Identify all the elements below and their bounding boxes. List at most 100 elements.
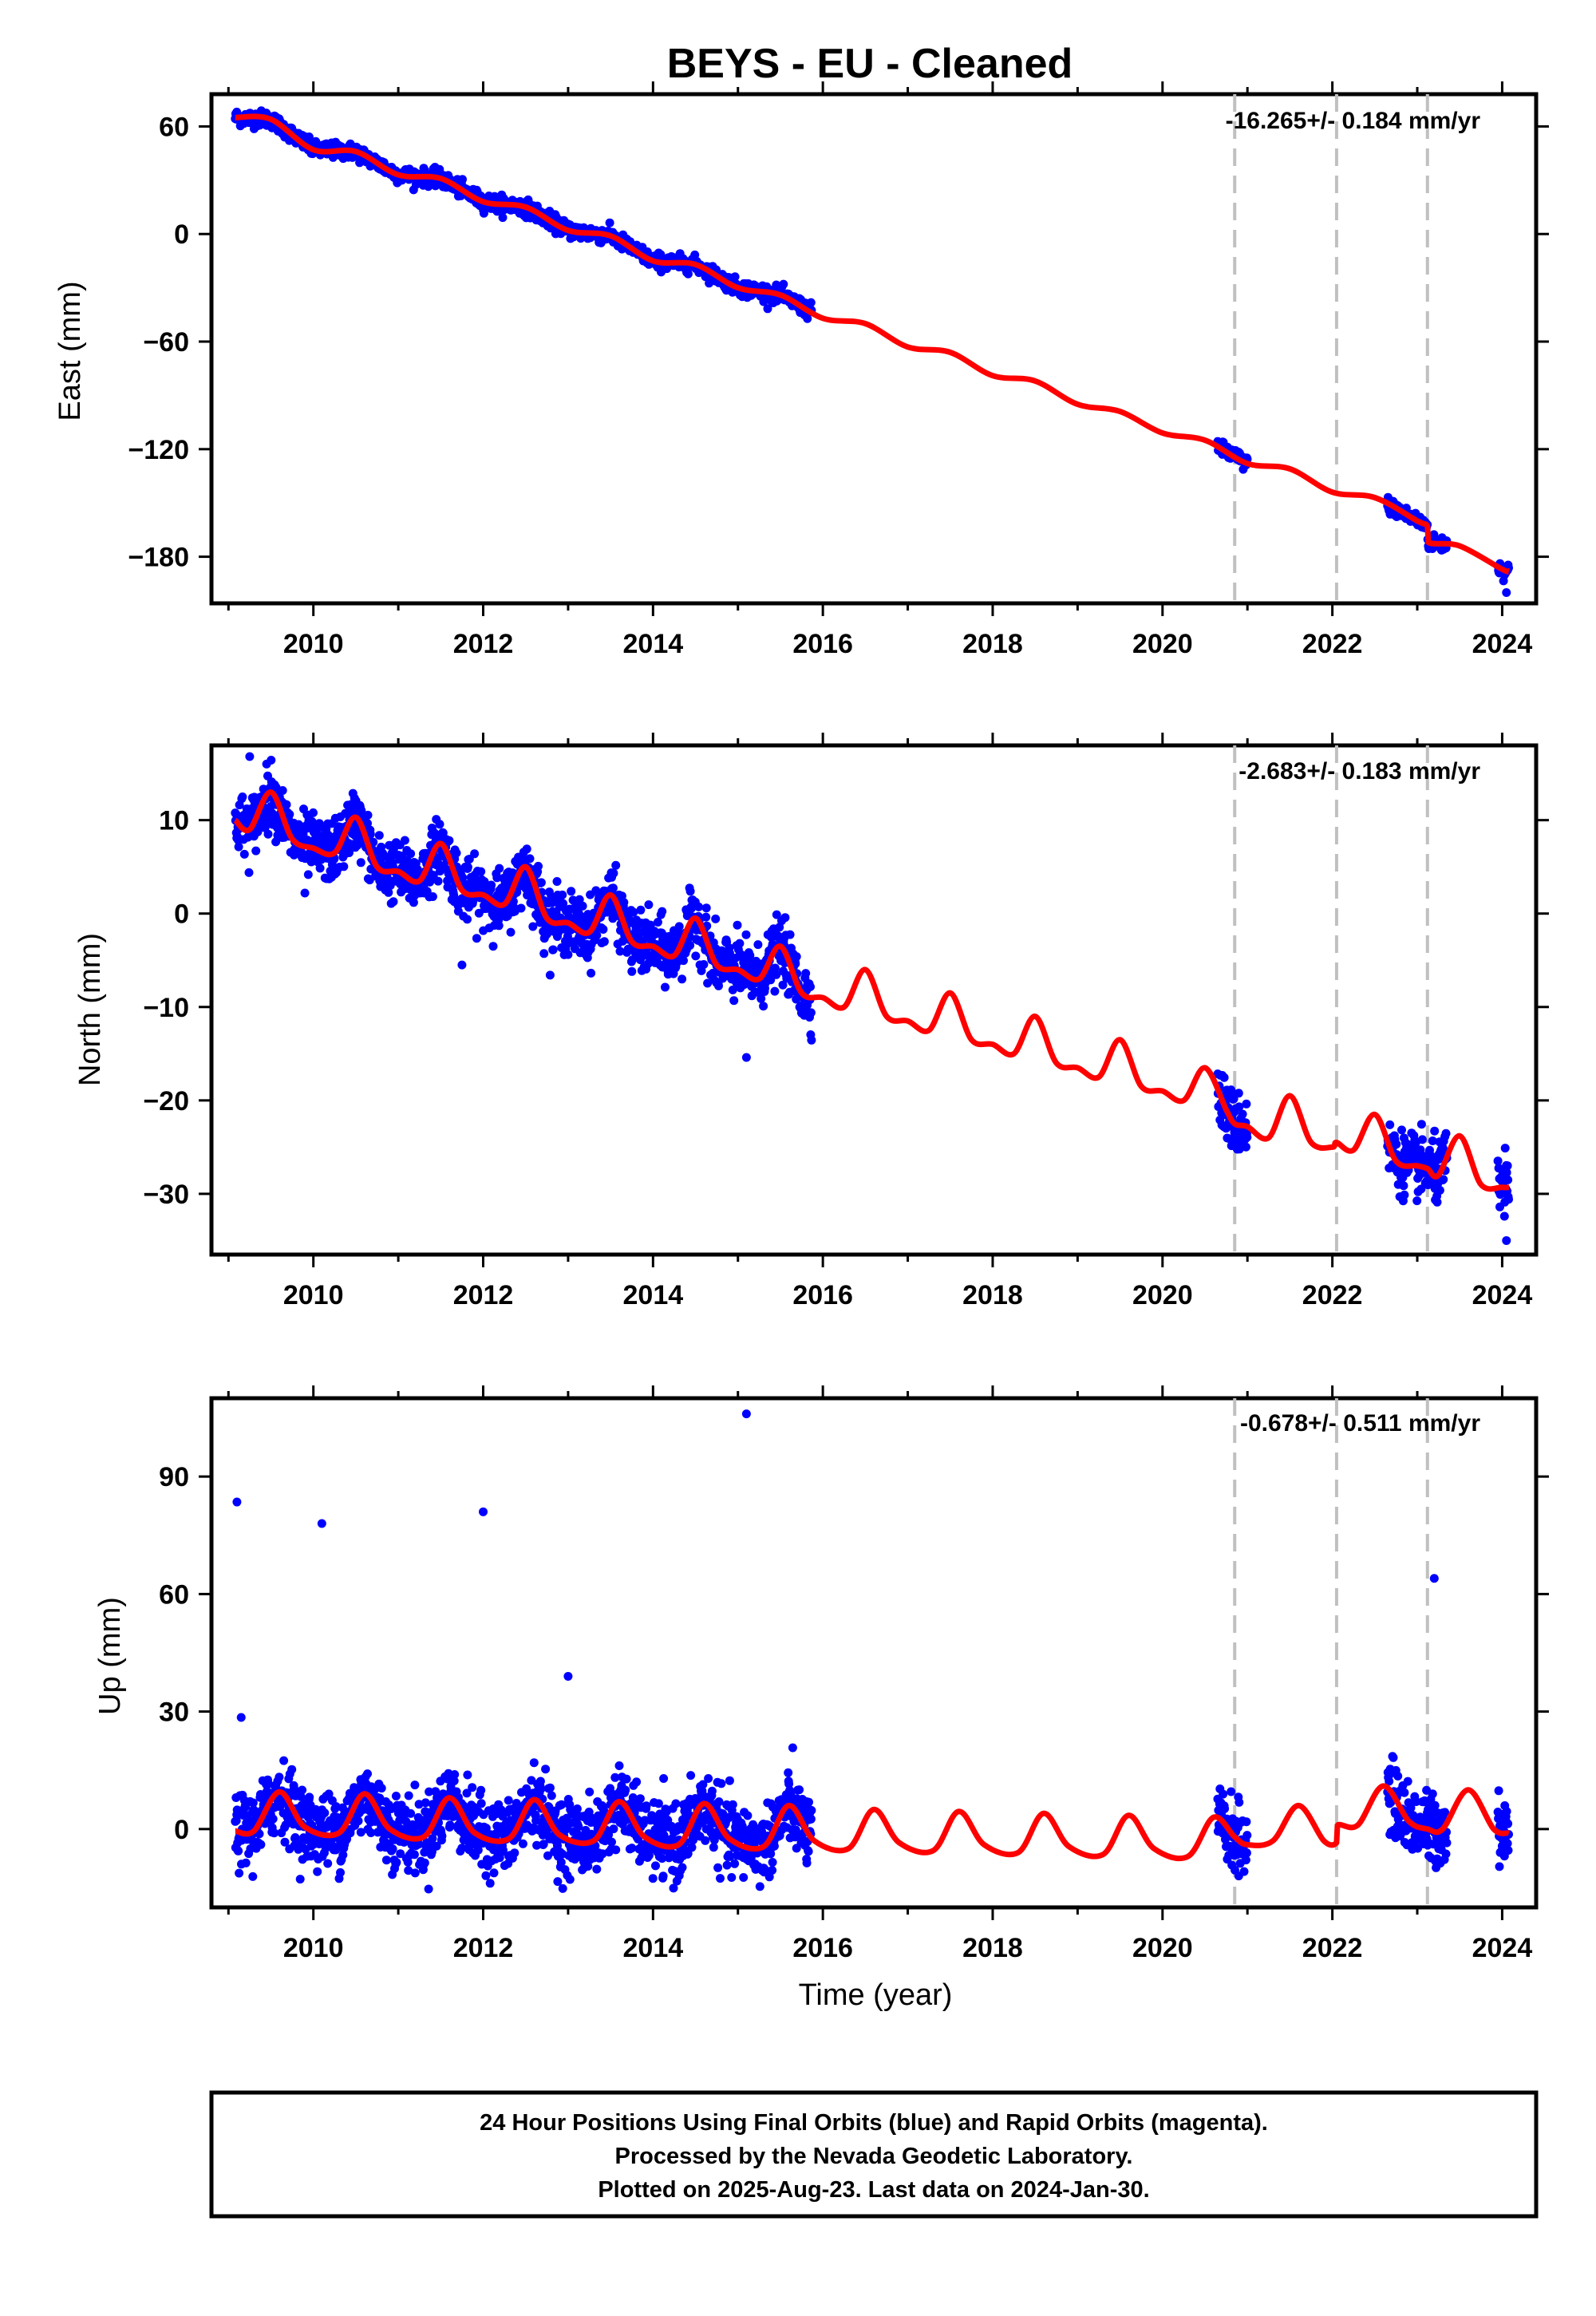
data-point — [421, 1798, 430, 1808]
data-point — [1235, 1797, 1244, 1807]
data-point — [806, 298, 816, 307]
data-point — [516, 903, 526, 913]
data-point — [396, 1849, 405, 1859]
data-point — [687, 1843, 697, 1852]
data-point — [278, 786, 287, 795]
data-point — [506, 927, 516, 937]
data-point — [1435, 1186, 1444, 1195]
data-point — [759, 1002, 768, 1011]
x-tick-label: 2024 — [1472, 1280, 1533, 1310]
data-point — [735, 939, 745, 948]
x-tick-label: 2012 — [453, 1280, 514, 1310]
data-point — [711, 914, 721, 923]
data-point — [536, 1784, 546, 1794]
data-point — [263, 829, 273, 839]
data-point — [275, 1773, 284, 1782]
data-point — [806, 1008, 816, 1018]
x-tick-label: 2022 — [1302, 629, 1363, 659]
chart-title: BEYS - EU - Cleaned — [667, 41, 1073, 87]
data-point — [552, 877, 562, 886]
data-point — [463, 915, 472, 924]
data-point — [674, 922, 684, 931]
data-point — [730, 1859, 740, 1868]
data-point — [658, 907, 667, 916]
data-point — [599, 937, 609, 947]
data-point — [449, 1777, 459, 1785]
data-point — [1392, 1140, 1401, 1149]
data-point — [1220, 1804, 1230, 1813]
data-point — [658, 1871, 668, 1881]
data-point — [476, 867, 486, 876]
data-point — [567, 887, 576, 896]
data-point — [548, 945, 558, 954]
x-tick-label: 2018 — [962, 629, 1023, 659]
y-tick-label: −30 — [143, 1180, 189, 1210]
y-tick-label: 0 — [174, 899, 189, 930]
x-tick-label: 2016 — [792, 629, 853, 659]
data-point — [728, 1800, 737, 1809]
data-point — [357, 806, 366, 815]
data-point — [743, 1811, 753, 1820]
data-point — [305, 1792, 314, 1802]
data-point — [400, 836, 409, 845]
data-point — [694, 902, 704, 911]
outlier-point — [457, 960, 467, 970]
data-point — [725, 1812, 734, 1822]
data-point — [557, 1800, 567, 1809]
data-point — [563, 950, 573, 959]
data-point — [437, 1832, 447, 1841]
data-point — [498, 213, 508, 223]
data-point — [388, 1844, 397, 1854]
data-point — [406, 1808, 416, 1818]
data-point — [234, 1846, 243, 1856]
data-point — [772, 970, 781, 979]
data-point — [241, 1858, 251, 1867]
data-point — [492, 873, 502, 883]
data-point — [583, 1862, 593, 1871]
outlier-point — [1502, 588, 1511, 598]
y-tick-label: −180 — [128, 543, 189, 573]
data-point — [621, 1785, 630, 1795]
data-point — [1400, 1190, 1409, 1199]
data-point — [556, 1858, 566, 1867]
data-point — [1411, 1138, 1420, 1148]
data-point — [510, 1848, 519, 1858]
data-point — [495, 864, 504, 873]
data-point — [363, 1769, 372, 1779]
data-point — [528, 922, 538, 931]
data-point — [409, 1850, 419, 1860]
data-point — [1400, 1788, 1409, 1797]
data-point — [1242, 1099, 1251, 1109]
data-point — [1430, 1126, 1440, 1136]
data-point — [608, 883, 618, 893]
data-point — [629, 907, 638, 917]
data-point — [1416, 1120, 1426, 1129]
data-point — [324, 1789, 334, 1799]
data-point — [522, 844, 531, 854]
data-point — [410, 1780, 420, 1790]
data-point — [632, 1777, 642, 1787]
data-point — [755, 1882, 764, 1891]
data-point — [256, 1840, 266, 1849]
data-point — [671, 1799, 681, 1808]
data-point — [504, 1796, 513, 1805]
data-point — [452, 848, 461, 858]
y-tick-label: −120 — [128, 435, 189, 465]
data-point — [651, 1861, 660, 1871]
data-point — [619, 898, 629, 907]
y-tick-label: 60 — [159, 112, 189, 142]
data-point — [592, 1864, 602, 1874]
data-point — [788, 1743, 797, 1753]
data-point — [605, 218, 614, 227]
data-point — [701, 903, 711, 913]
x-tick-label: 2020 — [1132, 629, 1193, 659]
data-point — [709, 1843, 718, 1852]
data-point — [745, 951, 755, 960]
data-point — [381, 1856, 391, 1865]
data-point — [433, 876, 443, 886]
north-axis-label: North (mm) — [73, 933, 107, 1086]
data-point — [1242, 1848, 1251, 1858]
data-point — [1500, 1144, 1510, 1153]
data-point — [428, 892, 437, 901]
data-point — [1412, 1196, 1422, 1206]
